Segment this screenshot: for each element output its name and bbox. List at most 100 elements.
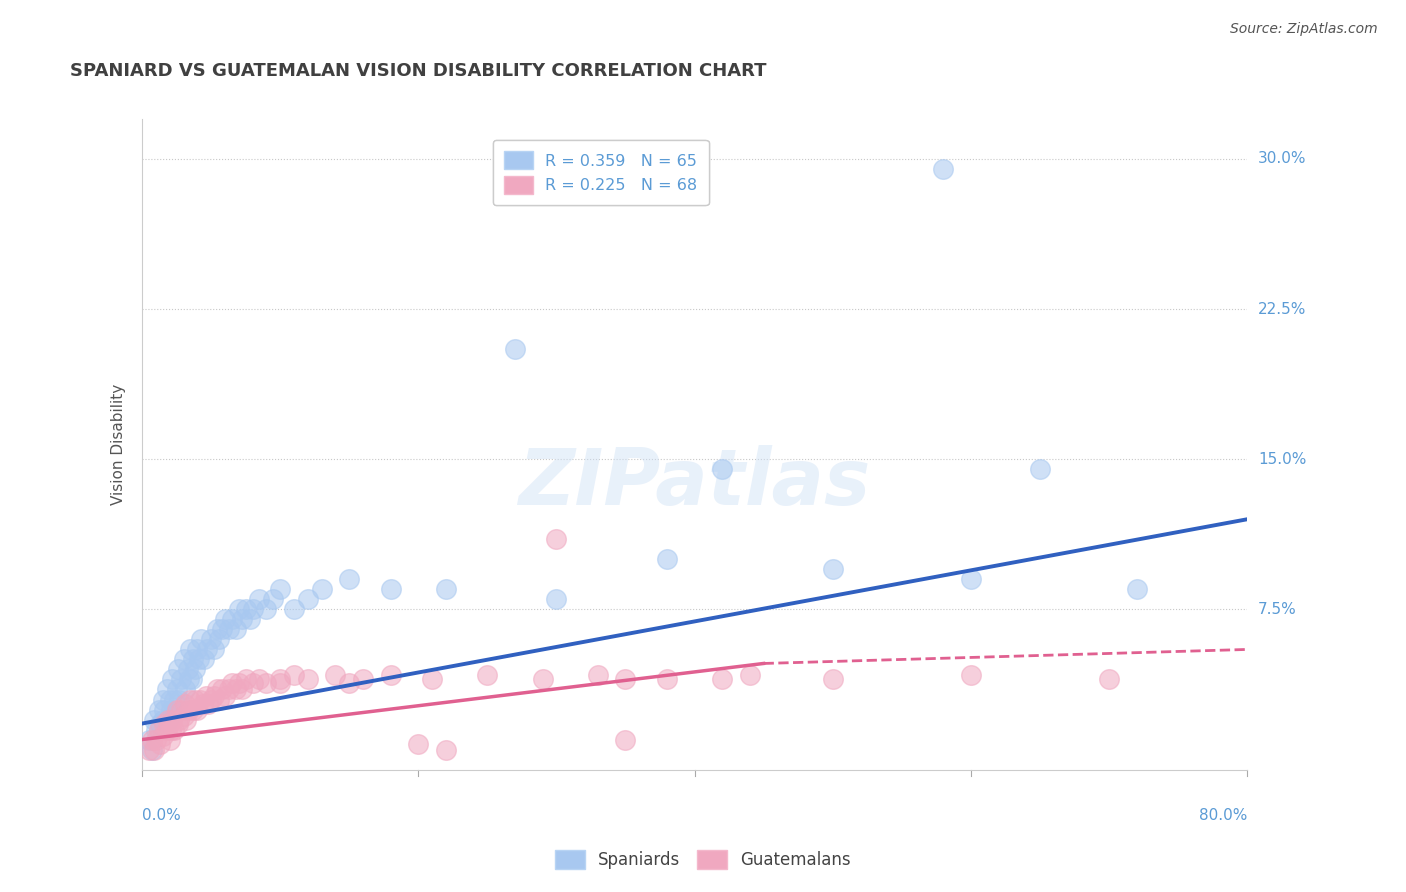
Point (959, 668, 981, 682)
Point (711, 462, 734, 476)
Point (163, 692, 186, 706)
Point (269, 676, 291, 690)
Point (311, 582, 333, 597)
Point (202, 689, 225, 703)
Point (254, 602, 277, 616)
Point (380, 668, 402, 682)
Text: 22.5%: 22.5% (1258, 301, 1306, 317)
Point (242, 676, 264, 690)
Point (148, 723, 170, 737)
Point (221, 612, 243, 626)
Point (149, 737, 172, 751)
Point (932, 161, 955, 176)
Point (148, 702, 170, 716)
Point (173, 708, 195, 723)
Point (190, 632, 212, 647)
Point (173, 652, 195, 666)
Point (176, 663, 198, 677)
Point (202, 642, 225, 657)
Point (143, 713, 166, 727)
Point (235, 673, 257, 687)
Point (138, 742, 160, 756)
Point (138, 732, 160, 747)
Point (145, 723, 167, 737)
Point (614, 673, 637, 687)
Point (249, 673, 271, 687)
Legend: Spaniards, Guatemalans: Spaniards, Guatemalans (546, 840, 860, 880)
Point (337, 573, 360, 587)
Point (173, 682, 195, 697)
Point (221, 676, 243, 690)
Point (262, 592, 284, 607)
Point (193, 652, 215, 666)
Point (167, 663, 190, 677)
Point (477, 668, 499, 682)
Point (159, 692, 181, 706)
Point (205, 682, 228, 697)
Point (283, 668, 305, 682)
Point (352, 673, 374, 687)
Text: 30.0%: 30.0% (1258, 152, 1306, 167)
Point (254, 676, 277, 690)
Point (159, 732, 181, 747)
Point (181, 702, 204, 716)
Point (211, 623, 233, 637)
Point (218, 623, 240, 637)
Point (191, 697, 214, 711)
Point (186, 642, 208, 657)
Point (1029, 462, 1052, 476)
Point (177, 702, 200, 716)
Point (186, 702, 208, 716)
Point (183, 692, 205, 706)
Point (200, 692, 222, 706)
Point (408, 737, 430, 751)
Text: 80.0%: 80.0% (1199, 808, 1247, 823)
Text: 15.0%: 15.0% (1258, 451, 1306, 467)
Point (959, 573, 981, 587)
Point (821, 562, 844, 576)
Point (214, 612, 236, 626)
Point (188, 692, 211, 706)
Point (235, 602, 257, 616)
Point (269, 582, 291, 597)
Point (239, 612, 262, 626)
Legend: R = 0.359   N = 65, R = 0.225   N = 68: R = 0.359 N = 65, R = 0.225 N = 68 (492, 140, 709, 205)
Point (156, 723, 179, 737)
Point (434, 582, 457, 597)
Point (546, 592, 568, 607)
Point (160, 723, 183, 737)
Point (167, 716, 190, 731)
Text: SPANIARD VS GUATEMALAN VISION DISABILITY CORRELATION CHART: SPANIARD VS GUATEMALAN VISION DISABILITY… (70, 62, 766, 79)
Point (420, 673, 443, 687)
Point (249, 592, 271, 607)
Point (166, 702, 188, 716)
Point (194, 689, 217, 703)
Point (211, 682, 233, 697)
Text: Source: ZipAtlas.com: Source: ZipAtlas.com (1230, 22, 1378, 37)
Point (586, 668, 609, 682)
Point (174, 713, 197, 727)
Point (143, 742, 166, 756)
Point (152, 729, 174, 743)
Point (218, 682, 240, 697)
Point (152, 692, 174, 706)
Point (655, 552, 678, 566)
Point (149, 716, 172, 731)
Point (183, 663, 205, 677)
Point (283, 602, 305, 616)
Point (1098, 673, 1121, 687)
Point (614, 732, 637, 747)
Point (169, 713, 191, 727)
Point (153, 716, 176, 731)
Point (214, 689, 236, 703)
Point (157, 713, 180, 727)
Point (157, 713, 180, 727)
Point (200, 632, 222, 647)
Point (170, 673, 193, 687)
Point (145, 732, 167, 747)
Point (242, 602, 264, 616)
Point (1125, 582, 1147, 597)
Y-axis label: Vision Disability: Vision Disability (111, 384, 127, 505)
Point (225, 682, 247, 697)
Point (170, 702, 193, 716)
